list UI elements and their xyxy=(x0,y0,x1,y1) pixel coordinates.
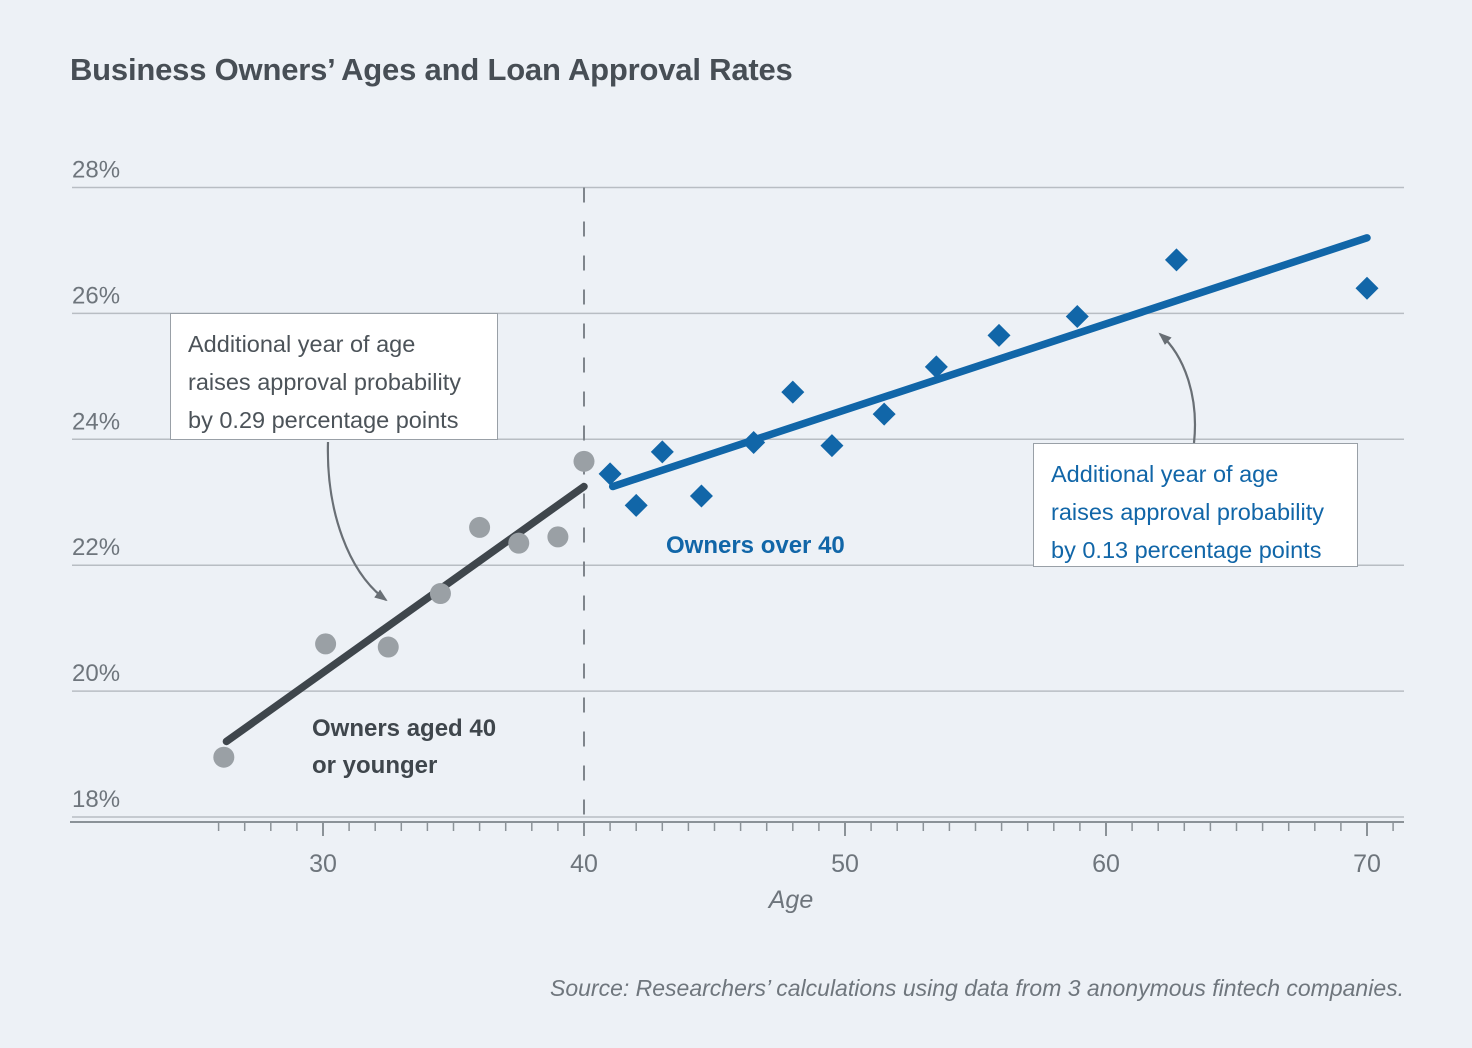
data-point-old xyxy=(624,493,648,517)
data-point-young xyxy=(469,516,491,538)
annotation-arrow-old xyxy=(1158,332,1196,444)
source-note: Source: Researchers’ calculations using … xyxy=(549,975,1404,1001)
data-point-old xyxy=(1355,276,1379,300)
data-point-old xyxy=(781,380,805,404)
annotation-box-old: Additional year of age raises approval p… xyxy=(1033,443,1358,567)
trend-line-young xyxy=(222,482,588,746)
annotation-text-line: by 0.29 percentage points xyxy=(188,407,459,433)
annotation-arrow-young xyxy=(326,441,388,602)
x-tick-label: 40 xyxy=(570,850,598,878)
x-tick-label: 70 xyxy=(1353,850,1381,878)
young-group-label: Owners aged 40 or younger xyxy=(312,710,496,784)
data-point-young xyxy=(315,633,337,655)
data-point-old xyxy=(820,434,844,458)
y-tick-label: 22% xyxy=(72,534,120,561)
x-tick-label: 50 xyxy=(831,850,859,878)
data-point-young xyxy=(213,746,235,768)
y-tick-label: 28% xyxy=(72,157,120,184)
data-point-old xyxy=(872,402,896,426)
annotation-box-young: Additional year of age raises approval p… xyxy=(170,313,498,440)
data-point-young xyxy=(429,583,451,605)
annotation-text-line: Additional year of age xyxy=(1051,461,1279,487)
young-group-label-line: Owners aged 40 xyxy=(312,715,497,742)
y-tick-label: 20% xyxy=(72,660,120,687)
y-tick-label: 24% xyxy=(72,408,120,435)
data-point-old xyxy=(689,484,713,508)
annotation-text-line: raises approval probability xyxy=(188,369,462,395)
annotation-text-line: by 0.13 percentage points xyxy=(1051,537,1322,563)
annotation-text-line: Additional year of age xyxy=(188,331,416,357)
x-tick-label: 60 xyxy=(1092,850,1120,878)
data-point-old xyxy=(1065,305,1089,329)
annotation-text-line: raises approval probability xyxy=(1051,499,1325,525)
data-point-young xyxy=(377,636,399,658)
x-tick-label: 30 xyxy=(309,850,337,878)
data-point-old xyxy=(742,430,766,454)
old-group-label: Owners over 40 xyxy=(666,532,845,559)
data-point-old xyxy=(1164,248,1188,272)
data-point-young xyxy=(573,450,595,472)
data-point-old xyxy=(598,462,622,486)
x-axis-title: Age xyxy=(767,886,813,914)
y-tick-label: 26% xyxy=(72,282,120,309)
trend-line-old xyxy=(608,234,1371,491)
y-tick-label: 18% xyxy=(72,786,120,813)
data-point-young xyxy=(508,532,530,554)
data-point-old xyxy=(987,323,1011,347)
data-point-old xyxy=(924,355,948,379)
chart-title: Business Owners’ Ages and Loan Approval … xyxy=(70,52,793,87)
data-point-young xyxy=(547,526,569,548)
young-group-label-line: or younger xyxy=(312,752,438,779)
data-point-old xyxy=(650,440,674,464)
